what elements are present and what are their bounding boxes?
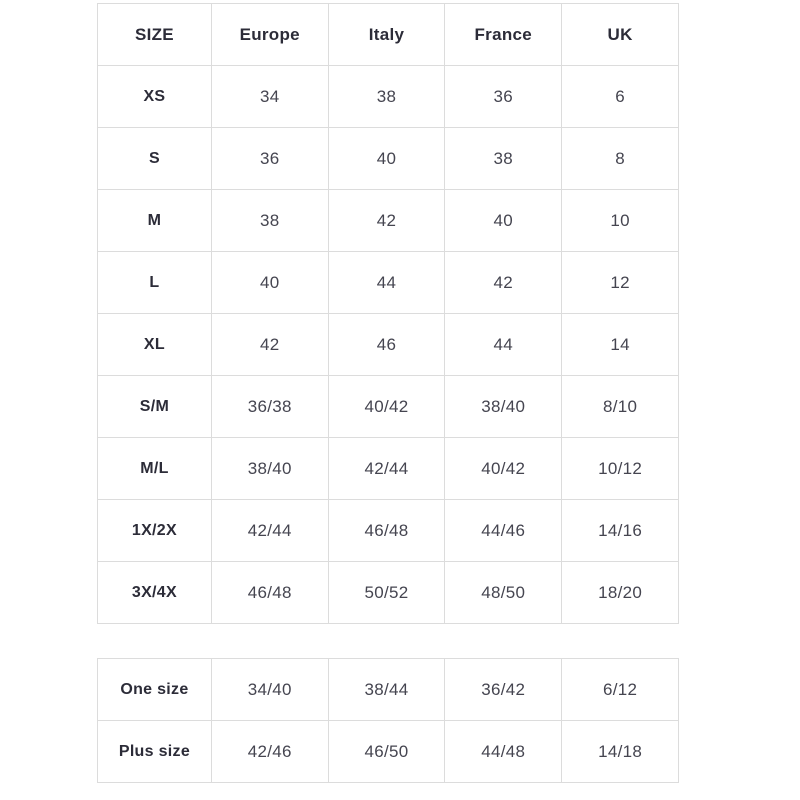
data-cell: 38/44 <box>327 658 446 721</box>
header-cell: UK <box>561 3 679 66</box>
row-label-cell: M/L <box>97 437 212 500</box>
data-cell: 42 <box>444 251 563 314</box>
table-row: M 38 42 40 10 <box>97 189 679 252</box>
data-cell: 14/16 <box>561 499 679 562</box>
data-cell: 44 <box>444 313 563 376</box>
table-row: Plus size 42/46 46/50 44/48 14/18 <box>97 720 679 783</box>
data-cell: 40/42 <box>327 375 446 438</box>
row-label-cell: One size <box>97 658 212 721</box>
table-row: 1X/2X 42/44 46/48 44/46 14/16 <box>97 499 679 562</box>
data-cell: 44/48 <box>444 720 563 783</box>
data-cell: 38/40 <box>444 375 563 438</box>
data-cell: 38 <box>327 65 446 128</box>
data-cell: 44 <box>327 251 446 314</box>
data-cell: 48/50 <box>444 561 563 624</box>
data-cell: 36/38 <box>210 375 329 438</box>
row-label-cell: XL <box>97 313 212 376</box>
data-cell: 34/40 <box>210 658 329 721</box>
data-cell: 38/40 <box>210 437 329 500</box>
data-cell: 14/18 <box>561 720 679 783</box>
data-cell: 8/10 <box>561 375 679 438</box>
data-cell: 40/42 <box>444 437 563 500</box>
table-header: SIZE Europe Italy France UK <box>97 3 679 66</box>
table-body: One size 34/40 38/44 36/42 6/12 Plus size 42/4… <box>97 658 679 783</box>
size-conversion-table-special: One size 34/40 38/44 36/42 6/12 Plus size 42/4… <box>97 658 679 783</box>
table-row: M/L 38/40 42/44 40/42 10/12 <box>97 437 679 500</box>
row-label-cell: Plus size <box>97 720 212 783</box>
table-row: L 40 44 42 12 <box>97 251 679 314</box>
row-label-cell: XS <box>97 65 212 128</box>
data-cell: 42/44 <box>210 499 329 562</box>
row-label-cell: 3X/4X <box>97 561 212 624</box>
data-cell: 12 <box>561 251 679 314</box>
header-row: SIZE Europe Italy France UK <box>97 3 679 66</box>
table-body: XS 34 38 36 6 S 36 40 38 8 M 38 42 40 10 L 40 44 42 12 XL 42 4… <box>97 65 679 624</box>
data-cell: 34 <box>210 65 329 128</box>
data-cell: 46/48 <box>327 499 446 562</box>
table-row: XL 42 46 44 14 <box>97 313 679 376</box>
data-cell: 10 <box>561 189 679 252</box>
data-cell: 18/20 <box>561 561 679 624</box>
data-cell: 10/12 <box>561 437 679 500</box>
data-cell: 40 <box>327 127 446 190</box>
table-row: 3X/4X 46/48 50/52 48/50 18/20 <box>97 561 679 624</box>
data-cell: 50/52 <box>327 561 446 624</box>
data-cell: 46/50 <box>327 720 446 783</box>
data-cell: 46/48 <box>210 561 329 624</box>
data-cell: 42/44 <box>327 437 446 500</box>
table-row: S/M 36/38 40/42 38/40 8/10 <box>97 375 679 438</box>
header-cell: Italy <box>327 3 446 66</box>
data-cell: 46 <box>327 313 446 376</box>
table-row: S 36 40 38 8 <box>97 127 679 190</box>
data-cell: 44/46 <box>444 499 563 562</box>
data-cell: 38 <box>210 189 329 252</box>
size-conversion-table-main: SIZE Europe Italy France UK XS 34 38 36 6 S 36 40 38… <box>97 3 679 624</box>
data-cell: 6/12 <box>561 658 679 721</box>
size-tables-container: SIZE Europe Italy France UK XS 34 38 36 6 S 36 40 38… <box>97 3 679 783</box>
table-row: One size 34/40 38/44 36/42 6/12 <box>97 658 679 721</box>
data-cell: 42 <box>327 189 446 252</box>
data-cell: 38 <box>444 127 563 190</box>
row-label-cell: 1X/2X <box>97 499 212 562</box>
data-cell: 40 <box>210 251 329 314</box>
row-label-cell: S <box>97 127 212 190</box>
data-cell: 36 <box>444 65 563 128</box>
header-cell: Europe <box>210 3 329 66</box>
row-label-cell: L <box>97 251 212 314</box>
data-cell: 14 <box>561 313 679 376</box>
data-cell: 42/46 <box>210 720 329 783</box>
row-label-cell: S/M <box>97 375 212 438</box>
data-cell: 6 <box>561 65 679 128</box>
data-cell: 42 <box>210 313 329 376</box>
header-cell: SIZE <box>97 3 212 66</box>
data-cell: 36 <box>210 127 329 190</box>
row-label-cell: M <box>97 189 212 252</box>
data-cell: 40 <box>444 189 563 252</box>
data-cell: 36/42 <box>444 658 563 721</box>
table-row: XS 34 38 36 6 <box>97 65 679 128</box>
header-cell: France <box>444 3 563 66</box>
data-cell: 8 <box>561 127 679 190</box>
